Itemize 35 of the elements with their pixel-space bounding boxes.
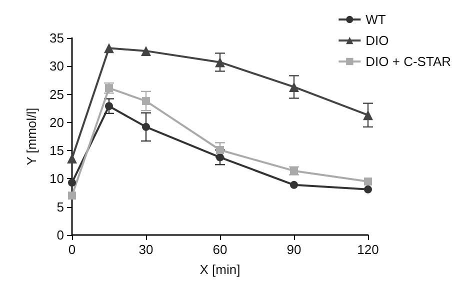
x-tick-label: 0 <box>68 242 76 257</box>
point <box>68 178 76 187</box>
point <box>290 180 298 189</box>
y-tick-label: 20 <box>50 114 64 130</box>
point <box>363 110 373 120</box>
point <box>364 178 372 186</box>
legend-label: WT <box>366 12 386 27</box>
y-tick-label: 35 <box>50 30 64 46</box>
point <box>142 122 150 131</box>
point <box>216 146 224 154</box>
y-tick-label: 30 <box>50 58 64 74</box>
point <box>142 97 150 106</box>
point <box>290 166 298 175</box>
y-tick-label: 10 <box>50 171 64 186</box>
point <box>364 185 372 194</box>
x-tick-label: 60 <box>212 242 228 257</box>
point <box>67 153 77 164</box>
legend-label: DIO + C-STAR <box>366 54 452 69</box>
point <box>215 57 225 68</box>
y-tick-label: 0 <box>56 228 64 242</box>
legend-label: DIO <box>366 33 389 48</box>
y-tick-label: 25 <box>50 86 64 102</box>
point <box>105 102 113 110</box>
y-tick-label: 5 <box>56 199 64 214</box>
point <box>289 82 299 92</box>
point <box>68 192 76 200</box>
point <box>141 46 151 56</box>
y-tick-label: 15 <box>50 143 64 158</box>
point <box>216 153 224 162</box>
point <box>104 43 114 54</box>
x-axis-title: X [min] <box>200 262 240 277</box>
x-tick-label: 90 <box>286 242 302 257</box>
y-axis-title: Y [mmol/l] <box>24 108 39 166</box>
x-tick-label: 30 <box>138 242 154 257</box>
x-tick-label: 120 <box>357 242 379 257</box>
